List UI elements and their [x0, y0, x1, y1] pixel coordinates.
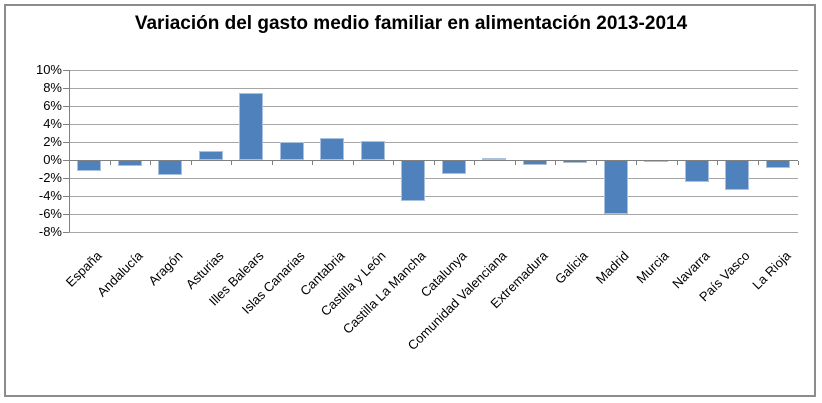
- x-axis-tick: [595, 161, 597, 165]
- x-axis-tick: [69, 161, 70, 165]
- x-axis-tick: [312, 161, 313, 165]
- y-axis-label: -2%: [38, 170, 62, 185]
- bar: [441, 160, 466, 174]
- chart-title: Variación del gasto medio familiar en al…: [134, 13, 688, 34]
- gridline: [69, 124, 798, 125]
- y-axis-label: -6%: [38, 206, 62, 221]
- bar: [158, 160, 183, 176]
- y-axis-tick: [63, 124, 69, 125]
- bar: [603, 160, 628, 214]
- bar: [725, 160, 750, 190]
- gridline: [69, 196, 798, 197]
- gridline: [69, 178, 798, 179]
- y-axis-label: -4%: [38, 188, 62, 203]
- x-axis-tick: [514, 161, 516, 165]
- y-axis-tick: [63, 232, 69, 233]
- y-axis-tick: [63, 196, 69, 197]
- y-axis-tick: [63, 88, 69, 89]
- gridline: [69, 214, 798, 215]
- y-axis-label: 10%: [35, 62, 62, 77]
- bar: [198, 151, 223, 160]
- y-axis-tick: [63, 142, 69, 143]
- gridline: [69, 88, 798, 89]
- bar: [279, 142, 304, 160]
- y-axis-label: 8%: [43, 80, 62, 95]
- x-axis-tick: [231, 161, 232, 165]
- x-axis-tick: [433, 161, 435, 165]
- y-axis-tick: [63, 214, 69, 215]
- x-axis-tick: [798, 161, 799, 165]
- x-axis-tick: [474, 161, 475, 165]
- x-axis-tick: [555, 161, 556, 165]
- bar: [320, 138, 345, 160]
- y-axis-label: 6%: [43, 98, 62, 113]
- x-axis-tick: [109, 161, 111, 165]
- bar: [77, 160, 102, 171]
- x-axis-tick: [676, 161, 678, 165]
- y-axis-line: [69, 70, 70, 232]
- gridline: [69, 70, 798, 71]
- x-axis-tick: [717, 161, 718, 165]
- bar: [360, 141, 385, 160]
- y-axis-tick: [63, 178, 69, 179]
- y-axis-tick: [63, 160, 69, 161]
- bar: [684, 160, 709, 182]
- y-axis-tick: [63, 106, 69, 107]
- chart-frame-border: [4, 4, 816, 397]
- bar: [765, 160, 790, 169]
- y-axis-label: -8%: [38, 224, 62, 239]
- gridline: [69, 106, 798, 107]
- x-axis-line: [69, 160, 798, 161]
- x-axis-tick: [190, 161, 192, 165]
- bar: [239, 93, 264, 160]
- x-axis-tick: [271, 161, 273, 165]
- x-axis-tick: [393, 161, 394, 165]
- y-axis-tick: [63, 70, 69, 71]
- y-axis-label: 4%: [43, 116, 62, 131]
- x-axis-tick: [636, 161, 637, 165]
- gridline: [69, 232, 798, 233]
- x-axis-tick: [150, 161, 151, 165]
- bar: [401, 160, 426, 201]
- y-axis-label: 0%: [43, 152, 62, 167]
- x-axis-tick: [757, 161, 759, 165]
- y-axis-label: 2%: [43, 134, 62, 149]
- gridline: [69, 142, 798, 143]
- x-axis-tick: [352, 161, 354, 165]
- bar: [482, 158, 507, 161]
